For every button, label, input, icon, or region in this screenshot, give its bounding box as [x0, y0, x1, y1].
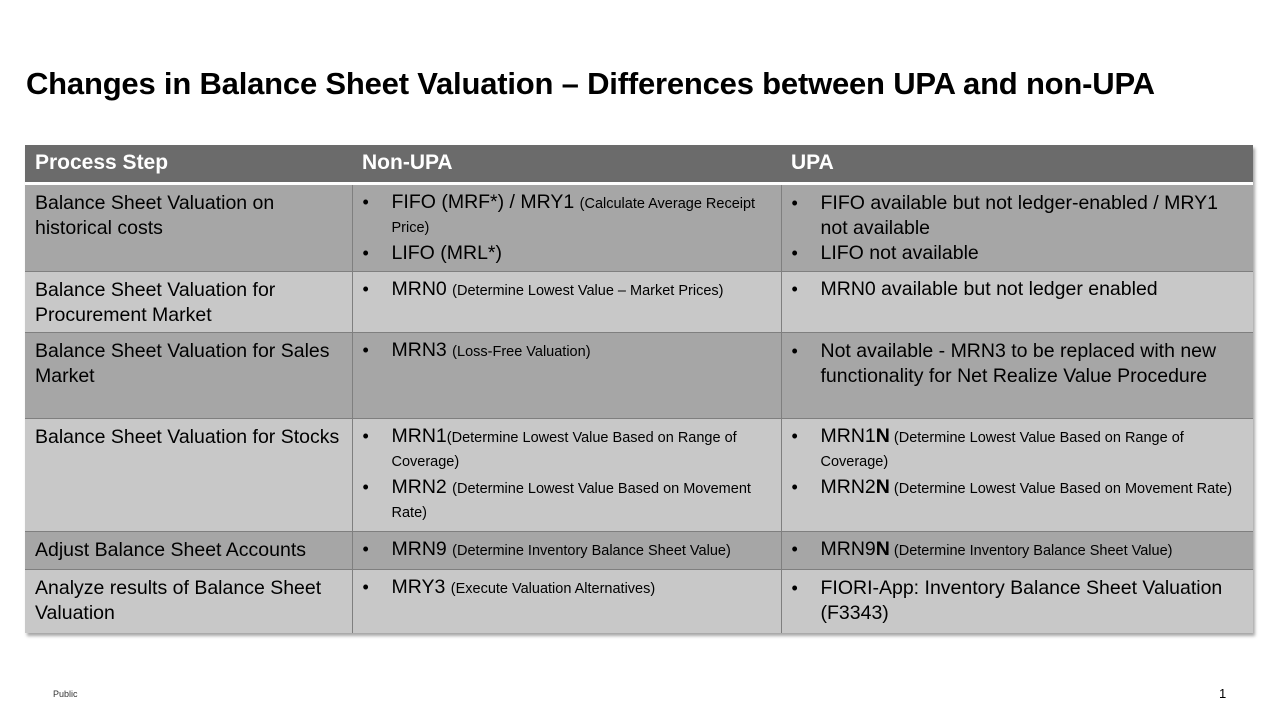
upa-cell: FIFO available but not ledger-enabled / …: [781, 183, 1253, 272]
upa-cell: MRN0 available but not ledger enabled: [781, 271, 1253, 333]
process-step-cell: Balance Sheet Valuation for Procurement …: [25, 271, 353, 333]
comparison-table: Process Step Non-UPA UPA Balance Sheet V…: [25, 145, 1253, 633]
list-item: FIFO (MRF*) / MRY1 (Calculate Average Re…: [363, 191, 771, 239]
list-item: LIFO (MRL*): [363, 242, 771, 264]
upa-cell: MRN1N (Determine Lowest Value Based on R…: [781, 418, 1253, 532]
list-item: FIFO available but not ledger-enabled / …: [792, 191, 1244, 241]
non-upa-cell: MRY3 (Execute Valuation Alternatives): [352, 569, 782, 633]
process-step-cell: Adjust Balance Sheet Accounts: [25, 531, 353, 570]
list-item: LIFO not available: [792, 241, 1244, 266]
header-non-upa: Non-UPA: [352, 145, 781, 185]
header-process-step: Process Step: [25, 145, 352, 185]
process-step-cell: Balance Sheet Valuation on historical co…: [25, 183, 353, 272]
list-item: MRN2N (Determine Lowest Value Based on M…: [792, 476, 1244, 500]
non-upa-cell: FIFO (MRF*) / MRY1 (Calculate Average Re…: [352, 183, 782, 272]
process-step-cell: Balance Sheet Valuation for Stocks: [25, 418, 353, 532]
process-step-cell: Balance Sheet Valuation for Sales Market: [25, 332, 353, 419]
table-row: Balance Sheet Valuation for Procurement …: [25, 271, 1253, 333]
list-item: MRN9 (Determine Inventory Balance Sheet …: [363, 538, 771, 562]
list-item: Not available - MRN3 to be replaced with…: [792, 339, 1244, 389]
list-item: MRN9N (Determine Inventory Balance Sheet…: [792, 538, 1244, 562]
non-upa-cell: MRN1(Determine Lowest Value Based on Ran…: [352, 418, 782, 532]
list-item: MRY3 (Execute Valuation Alternatives): [363, 576, 771, 600]
slide-title: Changes in Balance Sheet Valuation – Dif…: [26, 66, 1155, 101]
header-upa: UPA: [781, 145, 1253, 185]
list-item: MRN0 (Determine Lowest Value – Market Pr…: [363, 278, 771, 302]
upa-cell: MRN9N (Determine Inventory Balance Sheet…: [781, 531, 1253, 570]
upa-cell: FIORI-App: Inventory Balance Sheet Valua…: [781, 569, 1253, 633]
table-row: Analyze results of Balance Sheet Valuati…: [25, 569, 1253, 633]
table-row: Balance Sheet Valuation for Stocks MRN1(…: [25, 418, 1253, 532]
page-number: 1: [1219, 686, 1227, 701]
process-step-cell: Analyze results of Balance Sheet Valuati…: [25, 569, 353, 633]
table-row: Balance Sheet Valuation on historical co…: [25, 183, 1253, 272]
non-upa-cell: MRN0 (Determine Lowest Value – Market Pr…: [352, 271, 782, 333]
list-item: MRN3 (Loss-Free Valuation): [363, 339, 771, 363]
non-upa-cell: MRN9 (Determine Inventory Balance Sheet …: [352, 531, 782, 570]
list-item: MRN0 available but not ledger enabled: [792, 278, 1244, 300]
table-header-row: Process Step Non-UPA UPA: [25, 145, 1253, 185]
list-item: MRN1N (Determine Lowest Value Based on R…: [792, 425, 1244, 473]
non-upa-cell: MRN3 (Loss-Free Valuation): [352, 332, 782, 419]
classification-label: Public: [53, 689, 78, 699]
list-item: MRN1(Determine Lowest Value Based on Ran…: [363, 425, 771, 473]
table-row: Adjust Balance Sheet Accounts MRN9 (Dete…: [25, 531, 1253, 570]
table-row: Balance Sheet Valuation for Sales Market…: [25, 332, 1253, 419]
list-item: FIORI-App: Inventory Balance Sheet Valua…: [792, 576, 1244, 626]
upa-cell: Not available - MRN3 to be replaced with…: [781, 332, 1253, 419]
list-item: MRN2 (Determine Lowest Value Based on Mo…: [363, 476, 771, 524]
